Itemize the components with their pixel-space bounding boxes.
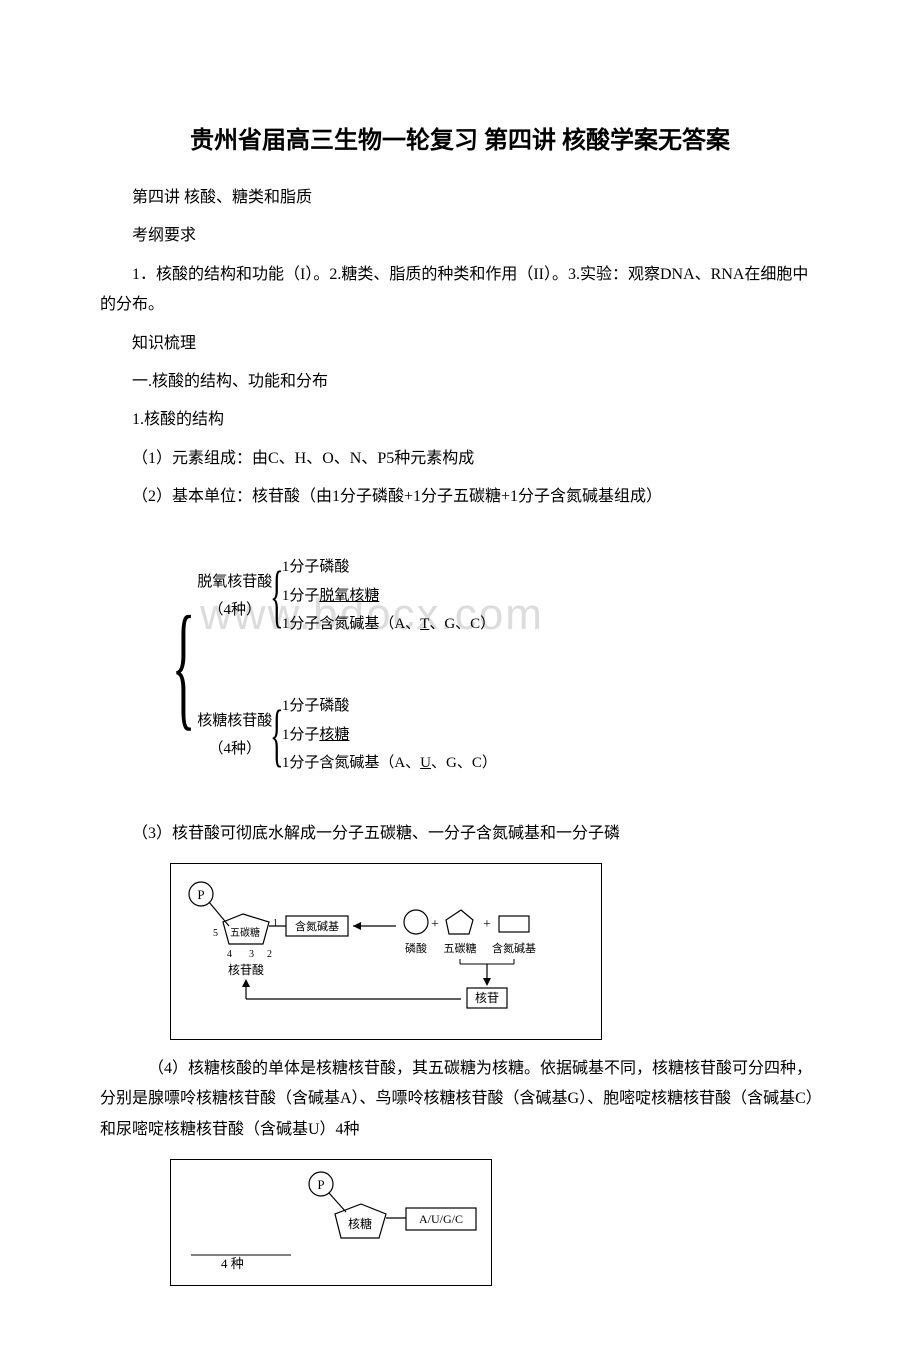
para-knowledge-heading: 知识梳理 xyxy=(100,329,820,359)
svg-text:含氮碱基: 含氮碱基 xyxy=(492,941,536,955)
svg-text:核苷: 核苷 xyxy=(475,991,499,1005)
para-1-4: （4）核糖核酸的单体是核糖核苷酸，其五碳糖为核糖。依据碱基不同，核糖核苷酸可分四… xyxy=(100,1054,820,1145)
bracket-label-2b: （4种） xyxy=(208,735,261,764)
svg-text:磷酸: 磷酸 xyxy=(405,941,427,955)
svg-text:核苷酸: 核苷酸 xyxy=(228,962,264,977)
nucleotide-svg: P 五碳糖 5 4 3 2 1 含氮碱基 核苷酸 + + xyxy=(171,864,601,1034)
bracket-item-5: 1分子核糖 xyxy=(282,721,497,750)
para-exam-req: 1．核酸的结构和功能（I）。2.糖类、脂质的种类和作用（II）。3.实验：观察D… xyxy=(100,260,820,321)
ribonucleotide-svg: P 核糖 A/U/G/C 4 种 xyxy=(171,1160,491,1280)
svg-text:5: 5 xyxy=(213,928,218,939)
svg-text:A/U/G/C: A/U/G/C xyxy=(419,1212,463,1226)
para-1-3: （3）核苷酸可彻底水解成一分子五碳糖、一分子含氮碱基和一分子磷 xyxy=(100,819,820,849)
bracket-label-1b: （4种） xyxy=(208,596,261,625)
bracket-item-6: 1分子含氮碱基（A、U、G、C） xyxy=(282,749,497,778)
svg-text:P: P xyxy=(317,1177,324,1192)
svg-text:五碳糖: 五碳糖 xyxy=(230,926,260,939)
svg-text:4 种: 4 种 xyxy=(221,1256,244,1271)
svg-text:含氮碱基: 含氮碱基 xyxy=(295,919,339,933)
bracket-label-2a: 核糖核苷酸 xyxy=(197,707,272,736)
bracket-diagram: { 脱氧核苷酸 （4种） { 1分子磷酸 1分子脱氧核糖 1分子含氮碱基（A、T… xyxy=(170,527,820,805)
bracket-item-4: 1分子磷酸 xyxy=(282,692,497,721)
page-title: 贵州省届高三生物一轮复习 第四讲 核酸学案无答案 xyxy=(100,120,820,155)
bracket-item-2: 1分子脱氧核糖 xyxy=(282,582,495,611)
bracket-item-3: 1分子含氮碱基（A、T、G、C） xyxy=(282,610,495,639)
para-exam-req-heading: 考纲要求 xyxy=(100,221,820,251)
bracket-mid-icon: { xyxy=(270,530,283,663)
svg-text:3: 3 xyxy=(249,949,254,960)
para-section-1: 一.核酸的结构、功能和分布 xyxy=(100,367,820,397)
svg-text:1: 1 xyxy=(273,918,278,929)
nucleotide-hydrolysis-diagram: P 五碳糖 5 4 3 2 1 含氮碱基 核苷酸 + + xyxy=(170,863,820,1040)
bracket-mid-icon-2: { xyxy=(270,669,283,802)
svg-text:2: 2 xyxy=(267,949,272,960)
svg-text:五碳糖: 五碳糖 xyxy=(444,941,477,955)
para-1-1: （1）元素组成：由C、H、O、N、P5种元素构成 xyxy=(100,444,820,474)
svg-text:P: P xyxy=(197,887,204,902)
bracket-label-1a: 脱氧核苷酸 xyxy=(197,568,272,597)
svg-text:4: 4 xyxy=(227,949,232,960)
para-1-2: （2）基本单位：核苷酸（由1分子磷酸+1分子五碳糖+1分子含氮碱基组成） xyxy=(100,482,820,512)
bracket-item-1: 1分子磷酸 xyxy=(282,553,495,582)
para-subtitle: 第四讲 核酸、糖类和脂质 xyxy=(100,183,820,213)
ribonucleotide-diagram: P 核糖 A/U/G/C 4 种 xyxy=(170,1159,820,1286)
svg-text:+: + xyxy=(483,917,491,932)
para-1: 1.核酸的结构 xyxy=(100,405,820,435)
bracket-large-icon: { xyxy=(172,533,196,799)
svg-text:+: + xyxy=(431,917,439,932)
svg-text:核糖: 核糖 xyxy=(348,1216,372,1231)
